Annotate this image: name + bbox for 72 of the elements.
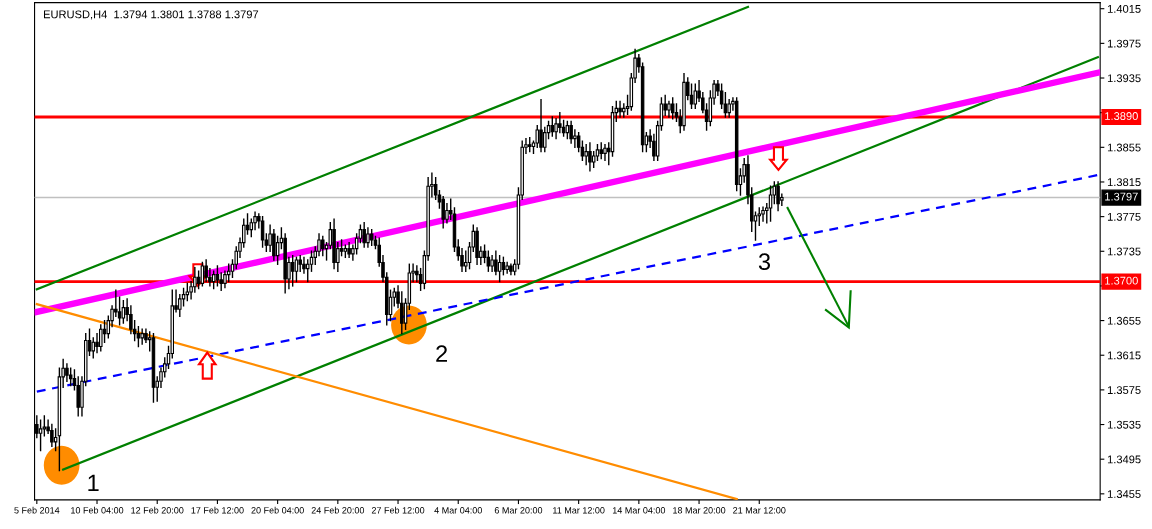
- candlestick: [99, 324, 103, 352]
- ref-line-label: 1.3700: [1105, 276, 1138, 285]
- candlestick: [618, 100, 622, 118]
- candlestick: [588, 142, 592, 172]
- candlestick: [215, 265, 220, 287]
- x-tick-label: 5 Feb 2014: [14, 506, 60, 514]
- candlestick: [719, 83, 724, 110]
- annotation: 3: [758, 253, 771, 271]
- candlestick: [584, 144, 588, 166]
- candlestick: [38, 419, 43, 452]
- x-tick-label: 12 Feb 20:00: [131, 506, 184, 514]
- y-tick-label: 1.3455: [1107, 490, 1141, 498]
- x-tick-label: 20 Feb 04:00: [251, 506, 304, 514]
- y-tick-label: 1.3495: [1107, 455, 1141, 464]
- y-tick-label: 1.4015: [1107, 4, 1141, 13]
- candlestick: [65, 363, 69, 382]
- candlestick: [121, 299, 126, 324]
- candlestick: [347, 241, 351, 259]
- candlestick: [204, 259, 208, 283]
- y-tick-label: 1.3535: [1107, 420, 1141, 429]
- candlestick: [260, 215, 265, 248]
- candlestick: [366, 227, 370, 248]
- candlestick: [776, 181, 780, 212]
- candlestick: [50, 423, 54, 447]
- candlestick: [573, 129, 577, 149]
- candlestick: [558, 111, 562, 134]
- candlestick: [136, 325, 141, 348]
- candlestick: [321, 235, 325, 257]
- x-tick-label: 6 Mar 20:00: [494, 507, 543, 514]
- candlestick: [445, 202, 449, 224]
- annotation: 2: [436, 345, 447, 362]
- y-tick-label: 1.3615: [1107, 351, 1141, 360]
- candlestick: [603, 144, 607, 162]
- candlestick: [693, 83, 698, 110]
- ref-line-label: 1.3890: [1105, 112, 1138, 120]
- y-tick-label: 1.3655: [1107, 316, 1141, 325]
- x-tick-label: 10 Feb 04:00: [71, 506, 124, 514]
- y-tick-label: 1.3775: [1107, 212, 1141, 221]
- candlestick: [539, 98, 543, 153]
- candlestick: [569, 120, 573, 144]
- x-tick-label: 21 Mar 12:00: [733, 507, 786, 514]
- x-tick-label: 17 Feb 12:00: [191, 506, 244, 514]
- ref-line-label: 1.3797: [1105, 192, 1138, 201]
- y-tick-label: 1.3935: [1107, 74, 1141, 83]
- x-tick-label: 14 Mar 04:00: [612, 507, 666, 514]
- candlestick: [761, 206, 765, 222]
- x-tick-label: 24 Feb 20:00: [311, 506, 365, 514]
- candlestick: [505, 261, 509, 274]
- candlestick: [497, 254, 502, 283]
- y-tick-label: 1.3735: [1107, 247, 1141, 256]
- text: EURUSD,H4 1.3794 1.3801 1.3788 1.3797: [44, 10, 259, 20]
- y-tick-label: 1.3575: [1107, 386, 1141, 395]
- candlestick: [272, 228, 276, 261]
- x-tick-label: 27 Feb 12:00: [371, 506, 425, 514]
- candlestick: [302, 256, 306, 274]
- candlestick: [689, 83, 694, 110]
- candlestick: [268, 224, 272, 252]
- y-tick-label: 1.3855: [1107, 143, 1141, 152]
- candlestick: [91, 337, 96, 359]
- y-tick-label: 1.3815: [1107, 178, 1141, 187]
- x-tick-label: 11 Mar 12:00: [553, 507, 605, 514]
- candlestick: [140, 328, 144, 345]
- candlestick: [290, 254, 295, 287]
- annotation: 1: [88, 474, 99, 492]
- candlestick: [768, 185, 773, 222]
- candlestick: [550, 116, 555, 137]
- y-tick-label: 1.3975: [1107, 39, 1141, 48]
- x-tick-label: 18 Mar 20:00: [673, 507, 726, 514]
- candlestick: [53, 428, 58, 452]
- x-tick-label: 4 Mar 04:00: [434, 507, 482, 514]
- candlestick: [362, 221, 366, 248]
- candlestick: [95, 332, 99, 354]
